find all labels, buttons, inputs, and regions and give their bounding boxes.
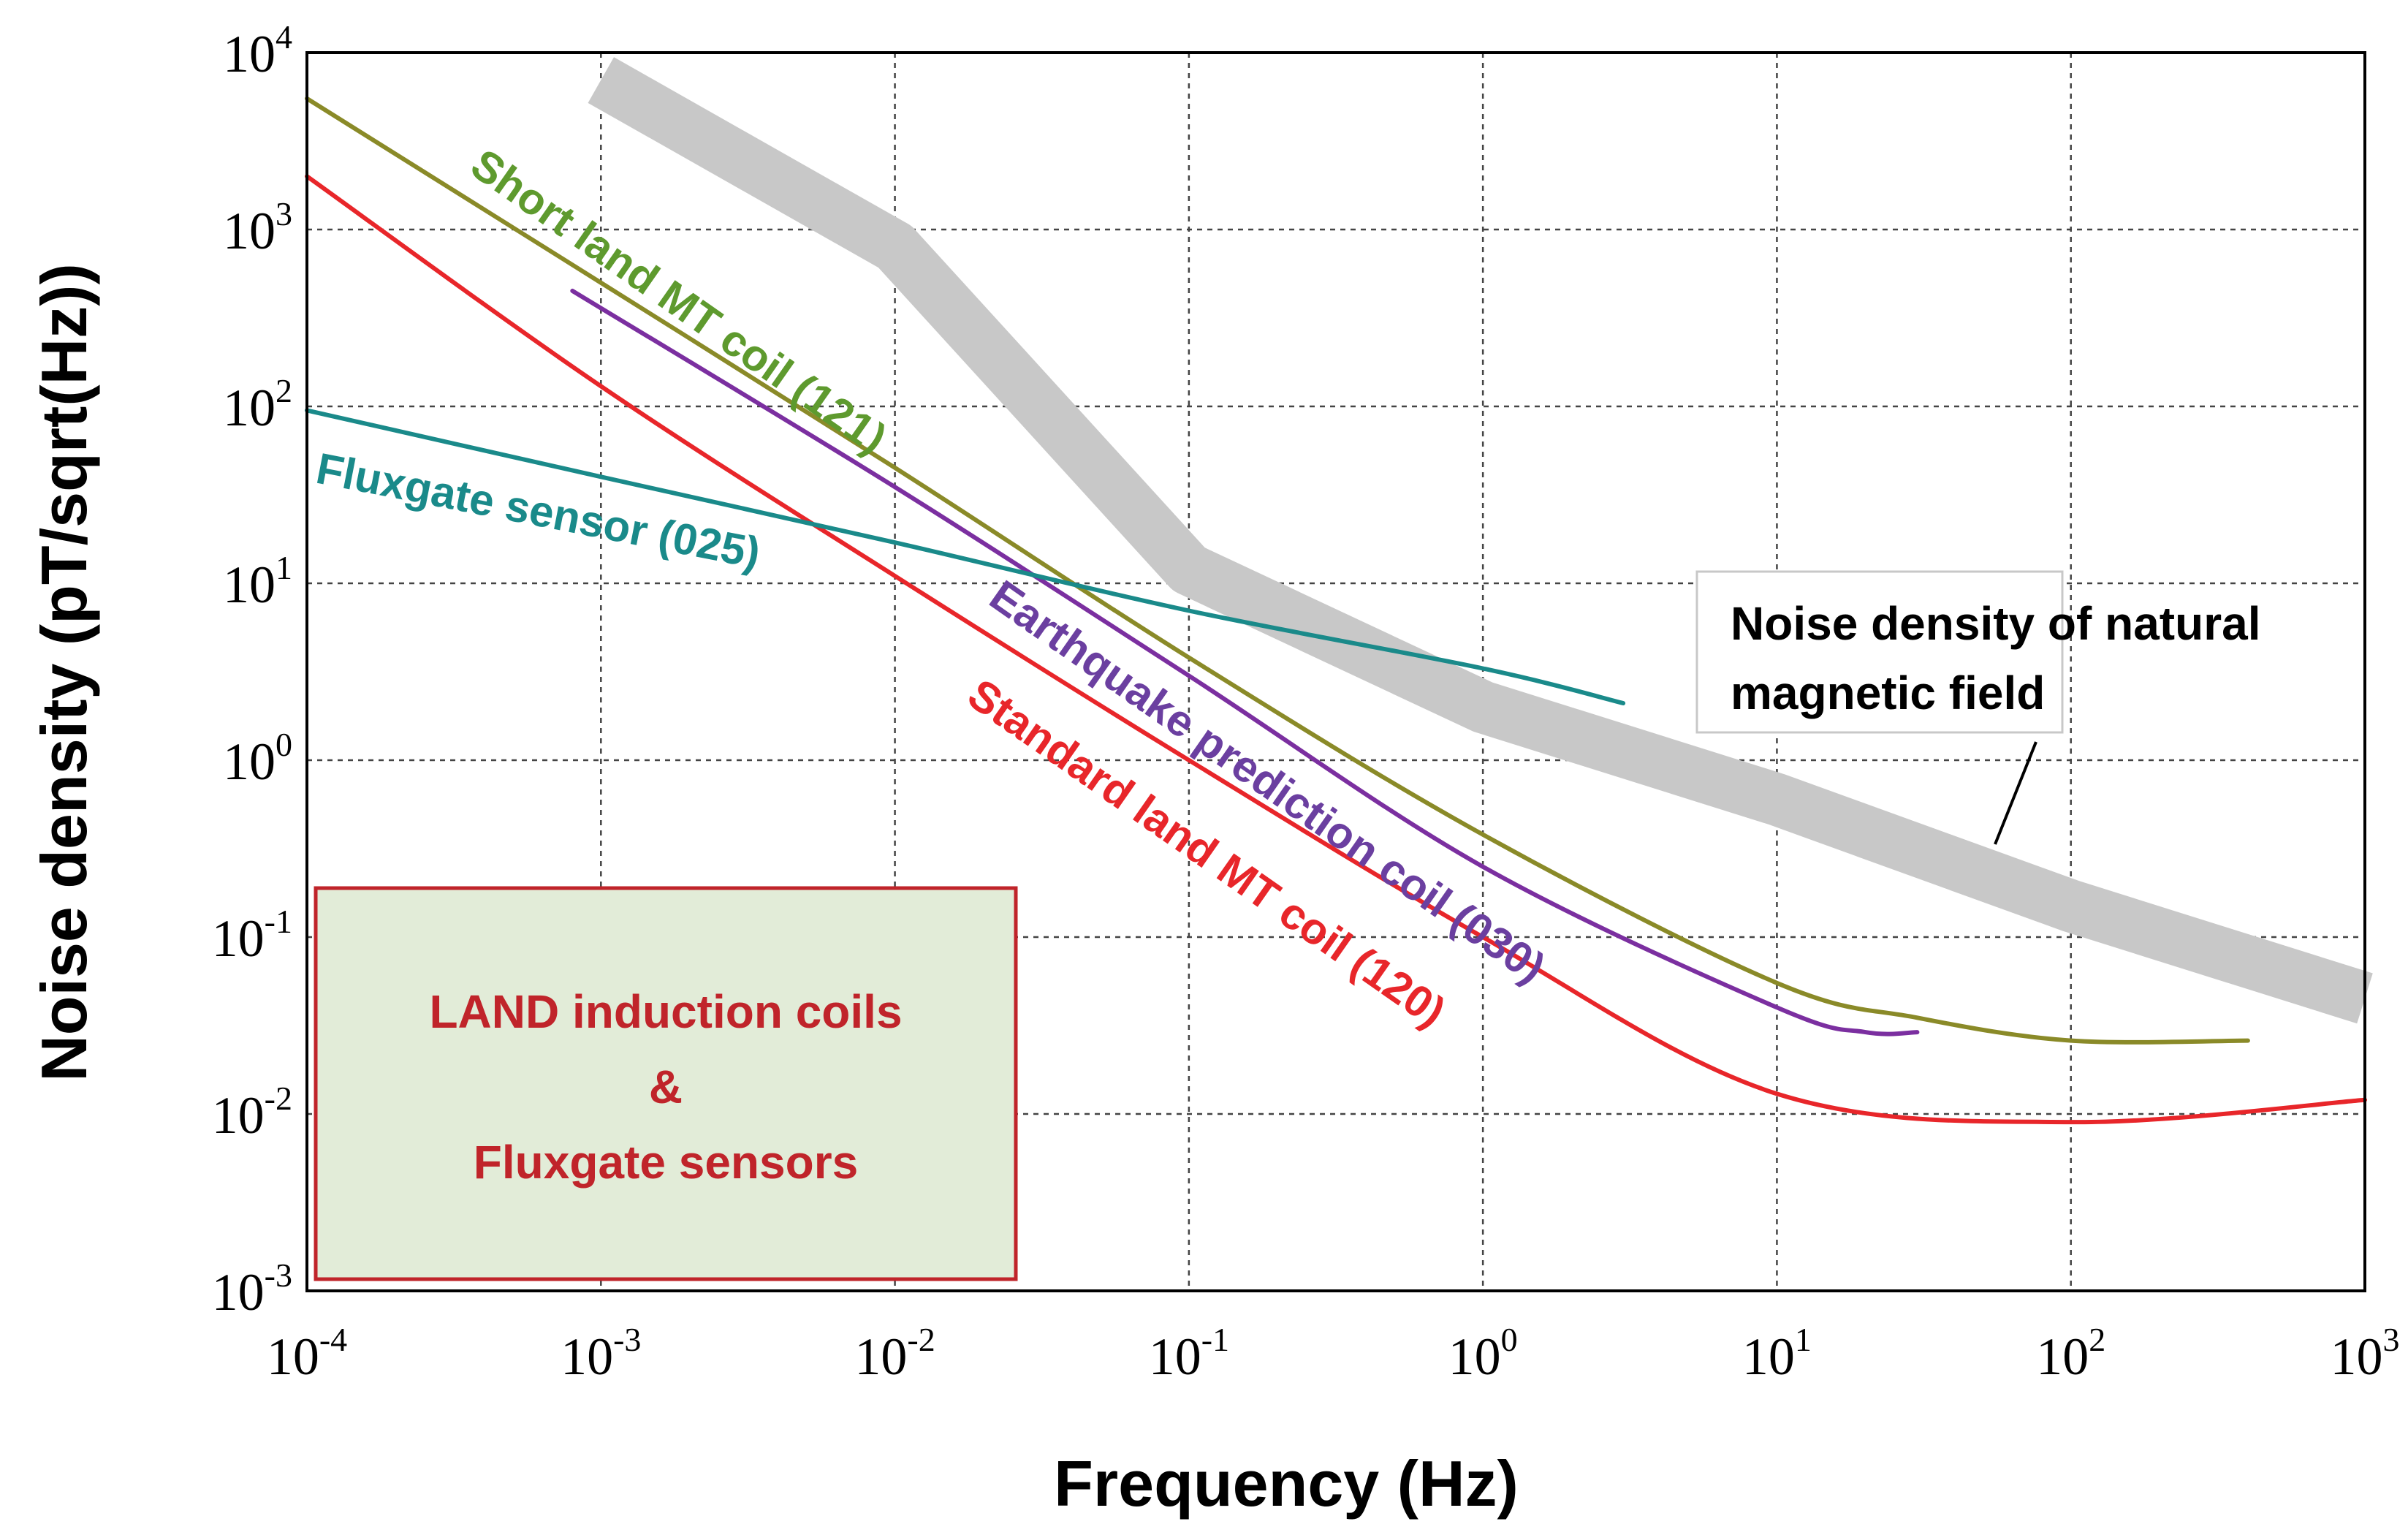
x-axis-title: Frequency (Hz) bbox=[1054, 1447, 1519, 1520]
y-tick-label: 102 bbox=[223, 372, 292, 437]
x-tick-label: 103 bbox=[2331, 1321, 2400, 1386]
x-tick-label: 101 bbox=[1742, 1321, 1812, 1386]
series-line-fluxgate-sensor-025 bbox=[305, 408, 1626, 705]
x-tick-label: 10-2 bbox=[854, 1321, 935, 1386]
x-tick-label: 10-1 bbox=[1149, 1321, 1229, 1386]
y-tick-label: 100 bbox=[223, 726, 292, 791]
series-line-standard-land-mt-coil-120 bbox=[305, 174, 2367, 1125]
series-line-earthquake-prediction-coil-030 bbox=[570, 288, 1920, 1036]
plot-frame bbox=[305, 51, 2366, 1292]
x-tick-label: 10-3 bbox=[561, 1321, 641, 1386]
series-line-short-land-mt-coil-121 bbox=[305, 96, 2250, 1045]
y-tick-label: 101 bbox=[223, 549, 292, 614]
legend-line3: Fluxgate sensors bbox=[474, 1136, 858, 1189]
series-band-noise-density-of-natural-magnetic-field bbox=[588, 57, 2373, 1024]
y-tick-label: 103 bbox=[223, 195, 292, 260]
y-tick-label: 104 bbox=[223, 18, 292, 83]
legend-box bbox=[314, 886, 1018, 1281]
natural-field-text-line2: magnetic field bbox=[1731, 667, 2045, 719]
natural-field-pointer bbox=[1994, 741, 2037, 845]
legend-line1: LAND induction coils bbox=[429, 985, 902, 1038]
x-tick-label: 100 bbox=[1448, 1321, 1518, 1386]
x-tick-label: 102 bbox=[2036, 1321, 2105, 1386]
y-tick-label: 10-3 bbox=[212, 1257, 292, 1322]
y-axis-title: Noise density (pT/sqrt(Hz)) bbox=[28, 263, 100, 1082]
legend-line2: & bbox=[649, 1061, 683, 1113]
y-tick-label: 10-1 bbox=[212, 903, 292, 968]
y-tick-label: 10-2 bbox=[212, 1080, 292, 1145]
natural-field-text-line1: Noise density of natural bbox=[1731, 597, 2260, 650]
tick-labels: 10-4 10-3 10-2 10-1 100 101 102 103104103102101… bbox=[212, 18, 2400, 1386]
series-layer bbox=[305, 57, 2373, 1125]
natural-field-box bbox=[1695, 570, 2064, 734]
x-tick-label: 10-4 bbox=[267, 1321, 347, 1386]
